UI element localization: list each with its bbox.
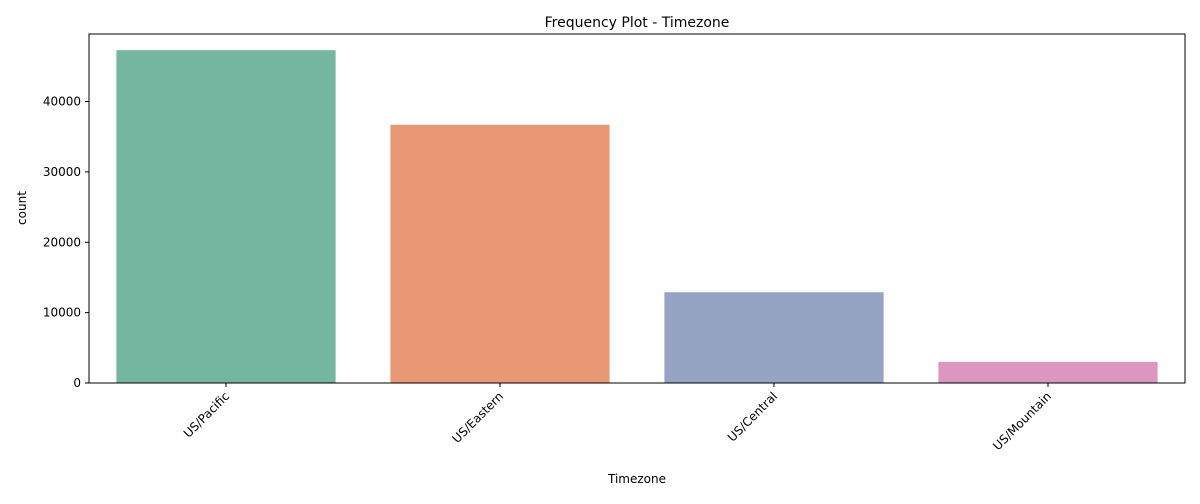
x-axis: US/Pacific US/Eastern US/Central US/Mountai…	[181, 383, 1054, 453]
y-tick-label: 30000	[43, 165, 81, 179]
x-tick-label: US/Pacific	[181, 389, 232, 440]
y-tick-label: 10000	[43, 306, 81, 320]
bars-layer	[116, 50, 1158, 384]
x-tick-label: US/Mountain	[990, 389, 1054, 453]
x-axis-label: Timezone	[607, 472, 666, 486]
y-tick-label: 40000	[43, 95, 81, 109]
bar-us-eastern	[390, 124, 610, 384]
bar-us-pacific	[116, 50, 336, 384]
x-tick-label: US/Eastern	[450, 389, 507, 446]
y-tick-label: 20000	[43, 235, 81, 249]
x-tick-label: US/Central	[725, 389, 780, 444]
y-tick-label: 0	[73, 376, 81, 390]
chart-title: Frequency Plot - Timezone	[545, 15, 730, 31]
plot-frame	[88, 33, 1186, 384]
bar-us-central	[664, 292, 884, 383]
y-axis-label: count	[15, 191, 29, 225]
y-axis: 0 10000 20000 30000 40000	[43, 95, 89, 390]
bar-us-mountain	[938, 361, 1158, 383]
